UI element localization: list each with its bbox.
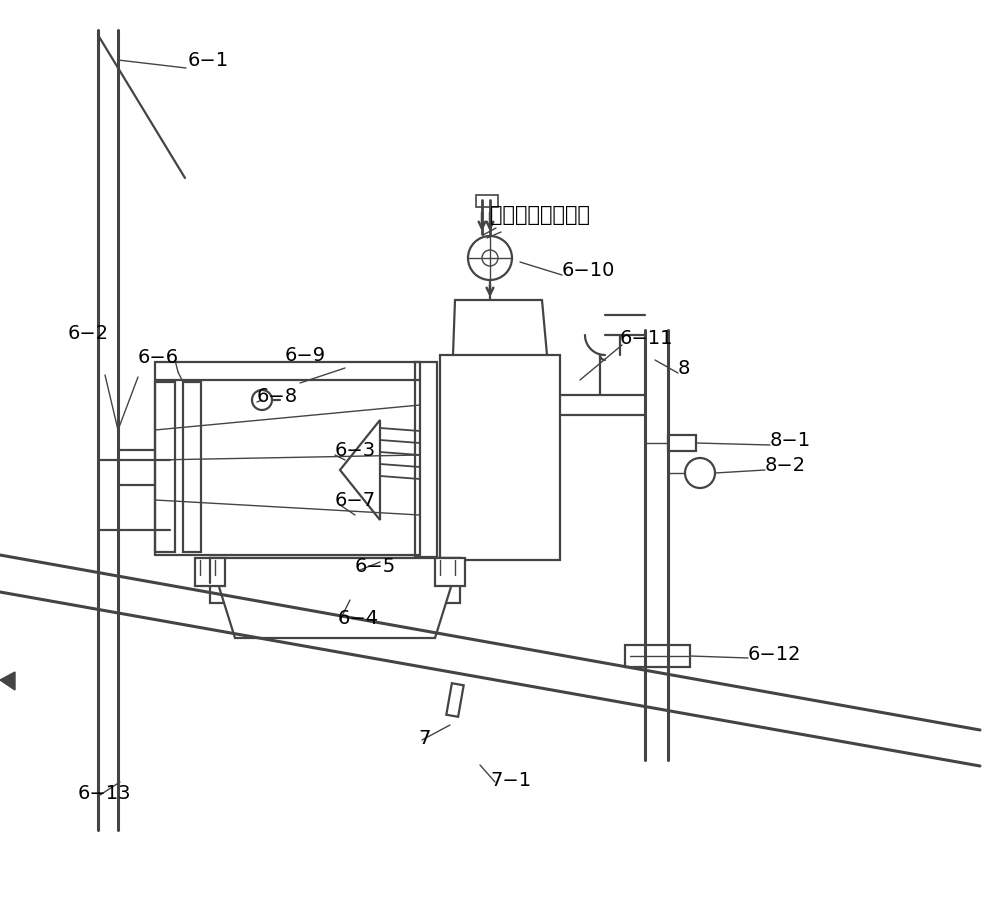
Text: 7−1: 7−1 bbox=[490, 771, 531, 790]
Polygon shape bbox=[340, 420, 380, 520]
Bar bbox=[155, 382, 175, 552]
Text: 6−7: 6−7 bbox=[335, 490, 376, 509]
Bar bbox=[210, 558, 460, 603]
Text: 7: 7 bbox=[418, 729, 430, 748]
Bar bbox=[668, 435, 696, 451]
Text: 6−13: 6−13 bbox=[78, 783, 132, 803]
Text: 6−1: 6−1 bbox=[188, 50, 229, 69]
Text: 6−8: 6−8 bbox=[257, 386, 298, 405]
Text: 8−2: 8−2 bbox=[765, 456, 806, 475]
Polygon shape bbox=[0, 672, 15, 690]
Bar bbox=[476, 195, 498, 207]
Text: 8−1: 8−1 bbox=[770, 431, 811, 449]
Polygon shape bbox=[210, 558, 460, 638]
Text: 8: 8 bbox=[678, 359, 690, 377]
Bar bbox=[195, 558, 225, 586]
Circle shape bbox=[482, 250, 498, 266]
Circle shape bbox=[468, 236, 512, 280]
Text: 6−4: 6−4 bbox=[338, 608, 379, 627]
Bar bbox=[435, 558, 465, 586]
Circle shape bbox=[685, 458, 715, 488]
Text: 6−3: 6−3 bbox=[335, 440, 376, 459]
Text: 替代燃料和废弃物: 替代燃料和废弃物 bbox=[490, 205, 590, 225]
Text: 6−2: 6−2 bbox=[68, 323, 109, 342]
Text: 6−5: 6−5 bbox=[355, 557, 396, 575]
Text: 6−6: 6−6 bbox=[138, 348, 179, 366]
Bar bbox=[415, 362, 437, 557]
Polygon shape bbox=[446, 683, 464, 717]
Text: 6−9: 6−9 bbox=[285, 345, 326, 364]
Bar bbox=[440, 355, 560, 560]
Text: 6−10: 6−10 bbox=[562, 260, 615, 279]
Text: 6−12: 6−12 bbox=[748, 645, 802, 664]
Circle shape bbox=[252, 390, 272, 410]
Text: 6−11: 6−11 bbox=[620, 329, 674, 348]
Bar bbox=[625, 645, 690, 667]
Bar bbox=[183, 382, 201, 552]
